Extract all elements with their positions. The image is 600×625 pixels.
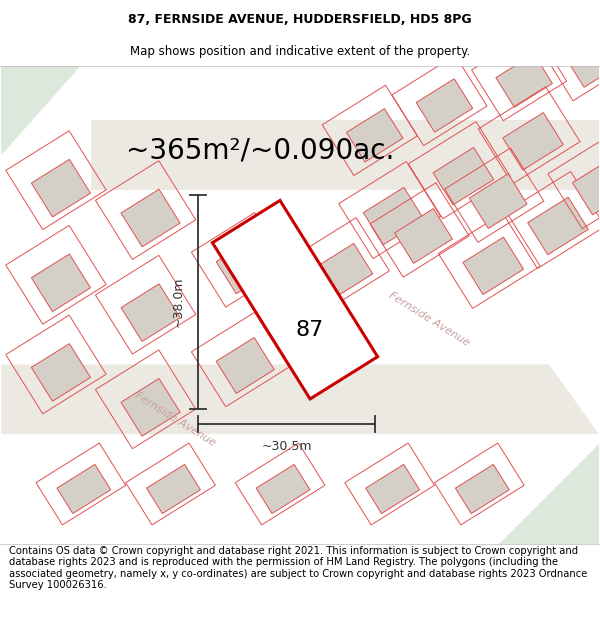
- Polygon shape: [566, 34, 600, 88]
- Polygon shape: [216, 338, 274, 393]
- Polygon shape: [146, 464, 200, 514]
- Text: ~365m²/~0.090ac.: ~365m²/~0.090ac.: [126, 136, 394, 164]
- Polygon shape: [416, 79, 473, 132]
- Text: Fernside Avenue: Fernside Avenue: [133, 390, 218, 448]
- Polygon shape: [395, 209, 452, 263]
- Polygon shape: [315, 244, 373, 298]
- Polygon shape: [1, 364, 599, 434]
- Polygon shape: [91, 121, 599, 190]
- Polygon shape: [216, 238, 274, 294]
- Text: Map shows position and indicative extent of the property.: Map shows position and indicative extent…: [130, 45, 470, 58]
- Polygon shape: [463, 237, 524, 294]
- Polygon shape: [455, 464, 509, 514]
- Polygon shape: [1, 66, 81, 155]
- Polygon shape: [121, 189, 180, 247]
- Text: 87, FERNSIDE AVENUE, HUDDERSFIELD, HD5 8PG: 87, FERNSIDE AVENUE, HUDDERSFIELD, HD5 8…: [128, 13, 472, 26]
- Polygon shape: [212, 201, 377, 399]
- Polygon shape: [57, 464, 111, 514]
- Polygon shape: [121, 284, 180, 341]
- Polygon shape: [31, 344, 91, 401]
- Polygon shape: [31, 159, 91, 217]
- Polygon shape: [499, 444, 599, 544]
- Text: Fernside Avenue: Fernside Avenue: [388, 291, 472, 349]
- Text: ~38.0m: ~38.0m: [172, 277, 185, 328]
- Polygon shape: [364, 188, 424, 245]
- Polygon shape: [503, 112, 563, 170]
- Polygon shape: [346, 109, 403, 162]
- Polygon shape: [366, 464, 419, 514]
- Text: 87: 87: [296, 319, 324, 339]
- Polygon shape: [256, 464, 310, 514]
- Polygon shape: [496, 54, 553, 107]
- Text: Contains OS data © Crown copyright and database right 2021. This information is : Contains OS data © Crown copyright and d…: [9, 546, 587, 591]
- Polygon shape: [121, 379, 180, 436]
- Polygon shape: [572, 158, 600, 215]
- Polygon shape: [527, 198, 588, 255]
- Text: ~30.5m: ~30.5m: [262, 439, 312, 452]
- Polygon shape: [433, 148, 494, 205]
- Polygon shape: [31, 254, 91, 311]
- Polygon shape: [469, 174, 527, 229]
